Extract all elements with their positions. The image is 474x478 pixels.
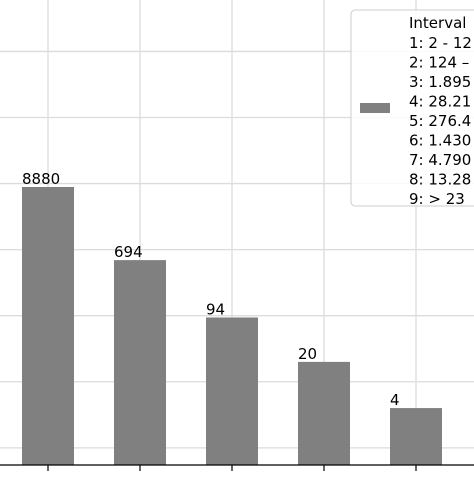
bar [390,408,442,465]
legend-entry: 3: 1.895 [409,73,471,91]
legend-entry: 9: > 23 [409,190,465,208]
legend-entry: 8: 13.28 [409,171,471,189]
legend-entry: 7: 4.790 [409,151,471,169]
bar [206,317,258,465]
value-label: 8880 [22,170,60,188]
legend-swatch [360,103,390,113]
legend-entry: 2: 124 – [409,54,469,72]
legend-entry: 4: 28.21 [409,93,471,111]
bar [22,186,74,465]
bar [114,260,166,465]
legend-entry: 1: 2 - 12 [409,34,472,52]
value-label: 694 [114,243,143,261]
legend-title: Interval [409,14,466,32]
bar [298,361,350,465]
legend-box [350,9,474,207]
value-label: 20 [298,345,317,363]
legend-entry: 5: 276.4 [409,112,471,130]
legend-entry: 6: 1.430 [409,132,471,150]
value-label: 94 [206,300,225,318]
value-label: 4 [390,391,400,409]
